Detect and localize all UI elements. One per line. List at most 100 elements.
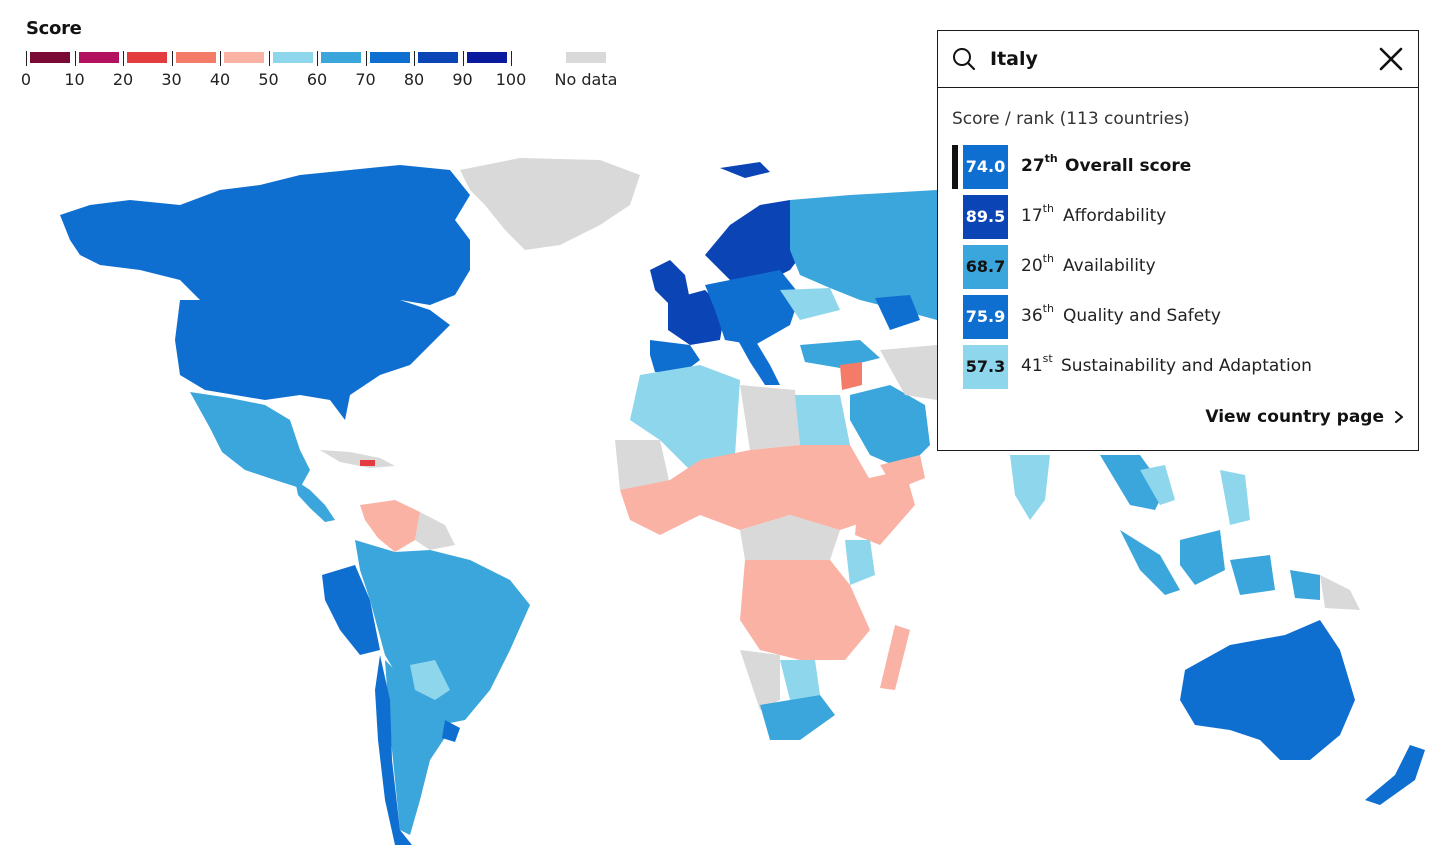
country-usa[interactable] (175, 300, 450, 420)
legend-tick (123, 51, 124, 66)
score-badge: 74.0 (963, 145, 1008, 189)
country-italy[interactable] (735, 335, 780, 385)
rank-category-label: Affordability (1063, 206, 1167, 226)
legend-title: Score (26, 18, 82, 39)
legend-tick (365, 51, 367, 66)
country-iceland[interactable] (720, 162, 770, 178)
country-venezuela[interactable] (360, 500, 420, 552)
legend-no-data-swatch (566, 52, 606, 63)
country-west-sahara-mauritania[interactable] (615, 440, 670, 490)
country-libya[interactable] (740, 385, 800, 450)
country-greenland[interactable] (460, 158, 640, 250)
country-madagascar[interactable] (880, 625, 910, 690)
country-russia[interactable] (790, 190, 937, 320)
country-uk-ireland[interactable] (650, 260, 690, 305)
legend-tick (317, 51, 318, 66)
country-morocco-algeria[interactable] (630, 365, 740, 470)
score-legend: Score No data 0 10 20 30 40 50 60 70 80 90 100 (0, 0, 640, 100)
score-badge: 89.5 (963, 195, 1008, 239)
country-horn-of-africa[interactable] (855, 470, 915, 545)
score-row-quality-safety: 75.9 36th Quality and Safety (938, 295, 1418, 339)
country-central-europe[interactable] (705, 270, 800, 345)
country-kenya[interactable] (845, 540, 875, 585)
country-saudi-arabia[interactable] (850, 385, 930, 470)
rank-suffix: th (1042, 252, 1054, 265)
legend-tick-label: 80 (403, 70, 425, 89)
country-papua-new-guinea[interactable] (1290, 570, 1320, 600)
country-guianas[interactable] (415, 512, 455, 550)
country-thailand-vietnam[interactable] (1140, 465, 1175, 505)
country-png-east[interactable] (1320, 575, 1360, 610)
score-badge: 57.3 (963, 345, 1008, 389)
country-argentina[interactable] (385, 660, 450, 835)
country-iran-region[interactable] (880, 345, 937, 400)
country-syria[interactable] (840, 362, 862, 390)
rank-position: 36th (1021, 302, 1054, 326)
country-india-region[interactable] (1010, 455, 1050, 520)
country-malaysia-indonesia[interactable] (1120, 530, 1180, 595)
country-norway-sweden-finland[interactable] (705, 200, 810, 285)
country-new-zealand[interactable] (1365, 745, 1425, 805)
country-france[interactable] (668, 290, 725, 345)
country-borneo[interactable] (1180, 530, 1225, 585)
country-indonesia-east[interactable] (1230, 555, 1275, 595)
legend-tick (74, 51, 76, 66)
country-caribbean[interactable] (320, 450, 395, 468)
world-choropleth-map[interactable] (0, 120, 1456, 863)
country-central-africa[interactable] (740, 515, 840, 570)
rank-number: 17 (1021, 206, 1043, 226)
legend-swatch (466, 52, 507, 63)
legend-swatch (175, 52, 216, 63)
country-drc-southern[interactable] (740, 560, 870, 660)
country-central-america[interactable] (295, 480, 335, 522)
country-peru[interactable] (322, 565, 380, 655)
legend-tick (220, 51, 221, 66)
legend-tick (511, 51, 512, 66)
country-caucasus[interactable] (875, 295, 920, 330)
score-badge: 75.9 (963, 295, 1008, 339)
rank-position: 41st (1021, 352, 1053, 376)
country-brazil[interactable] (355, 540, 530, 725)
legend-swatch (321, 52, 361, 63)
chevron-right-icon (1395, 411, 1403, 423)
view-country-page-link[interactable]: View country page (1205, 407, 1404, 427)
view-country-page-label: View country page (1205, 407, 1384, 427)
rank-number: 20 (1021, 256, 1043, 276)
legend-tick-label: 100 (495, 70, 527, 89)
search-icon (953, 48, 976, 71)
rank-suffix: st (1042, 352, 1053, 365)
close-icon[interactable] (1376, 44, 1406, 74)
country-south-africa[interactable] (760, 695, 835, 740)
country-mexico[interactable] (190, 392, 310, 488)
country-botswana[interactable] (780, 660, 820, 700)
country-australia[interactable] (1180, 620, 1355, 760)
country-search-bar (938, 31, 1418, 88)
legend-swatch (78, 52, 119, 63)
country-ukraine[interactable] (780, 288, 840, 320)
legend-tick (462, 51, 464, 66)
country-iberia[interactable] (650, 340, 700, 375)
legend-tick (414, 51, 415, 66)
score-rank-heading: Score / rank (113 countries) (952, 109, 1190, 129)
country-sahel-west-africa[interactable] (620, 445, 870, 535)
legend-tick-label: 20 (112, 70, 134, 89)
rank-position: 27th (1021, 152, 1058, 176)
legend-tick-label: 40 (209, 70, 231, 89)
country-uruguay[interactable] (442, 720, 460, 742)
country-chile[interactable] (375, 655, 412, 845)
country-paraguay[interactable] (410, 660, 450, 700)
country-canada[interactable] (60, 165, 470, 305)
country-philippines[interactable] (1220, 470, 1250, 525)
legend-tick (26, 51, 27, 66)
rank-position: 17th (1021, 202, 1054, 226)
country-haiti[interactable] (360, 460, 375, 466)
rank-number: 36 (1021, 306, 1043, 326)
rank-category-label: Quality and Safety (1063, 306, 1221, 326)
country-search-input[interactable] (990, 43, 1330, 75)
rank-category-label: Sustainability and Adaptation (1061, 356, 1312, 376)
country-turkey[interactable] (800, 340, 880, 368)
legend-swatch (418, 52, 458, 63)
country-angola-namibia[interactable] (740, 650, 780, 710)
country-egypt[interactable] (795, 395, 850, 445)
score-row-availability: 68.7 20th Availability (938, 245, 1418, 289)
